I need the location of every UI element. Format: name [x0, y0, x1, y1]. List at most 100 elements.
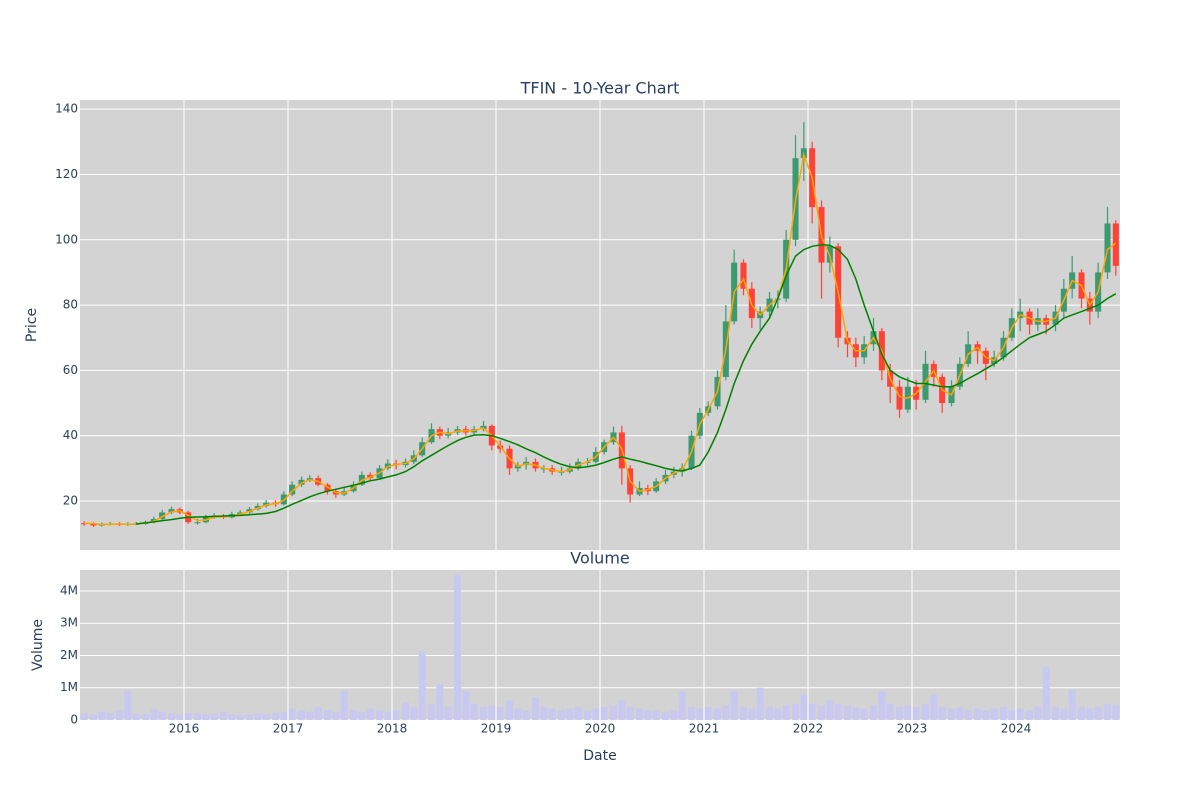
volume-bar [470, 703, 478, 720]
volume-bar [488, 705, 496, 720]
x-tick-label: 2021 [689, 722, 720, 736]
volume-bar [714, 708, 721, 720]
volume-bar [532, 697, 539, 720]
y-tick-label: 4M [60, 583, 78, 597]
volume-bar [236, 715, 244, 720]
volume-bar [748, 708, 756, 720]
y-tick-label: 60 [63, 363, 78, 377]
volume-axis-label: Volume [30, 619, 46, 671]
candle-body [237, 512, 244, 515]
volume-bar [262, 714, 270, 720]
y-tick-label: 80 [63, 298, 78, 312]
x-tick-label: 2022 [793, 722, 824, 736]
volume-bar [990, 708, 998, 720]
volume-bar [644, 710, 652, 720]
volume-bar [444, 707, 452, 720]
volume-bar [740, 707, 747, 720]
volume-bar [1068, 689, 1076, 720]
volume-bar [184, 712, 192, 720]
volume-bar [350, 710, 357, 720]
volume-bar [704, 707, 712, 720]
volume-bar [670, 710, 678, 720]
volume-bar [392, 710, 400, 720]
moving-average-line [84, 152, 1117, 526]
volume-bar [756, 687, 764, 720]
volume-bar [800, 694, 808, 720]
candle-body [159, 512, 166, 519]
volume-bar [298, 710, 305, 720]
volume-bar [384, 711, 392, 720]
volume-bar [376, 710, 383, 720]
x-tick-label: 2016 [169, 722, 200, 736]
volume-bar [896, 707, 903, 720]
candle-body [90, 523, 97, 526]
volume-bar [540, 707, 548, 720]
volume-bar [246, 714, 253, 720]
candle-body [289, 484, 296, 495]
volume-bar [228, 714, 236, 720]
candle-body [1104, 223, 1111, 273]
candle-body [384, 463, 391, 469]
y-tick-label: 120 [55, 167, 78, 181]
volume-bar [1104, 703, 1111, 720]
candle-body [324, 484, 331, 492]
volume-bar [194, 713, 201, 720]
volume-bar [202, 714, 210, 720]
y-tick-label: 100 [55, 232, 78, 246]
volume-bar [574, 707, 582, 720]
volume-bar [454, 574, 461, 720]
volume-bar [912, 707, 920, 720]
volume-bar [98, 711, 106, 720]
y-tick-label: 2M [60, 648, 78, 662]
volume-bar [428, 703, 435, 720]
volume-bar [766, 707, 773, 720]
volume-bar [930, 694, 938, 720]
x-tick-label: 2019 [481, 722, 512, 736]
y-tick-label: 140 [55, 102, 78, 116]
volume-bar [280, 711, 288, 720]
volume-bar [462, 690, 470, 720]
volume-bar [142, 714, 149, 720]
volume-bar [948, 708, 955, 720]
volume-bar [652, 710, 660, 720]
volume-bar [436, 684, 444, 720]
volume-bar [1078, 707, 1085, 720]
volume-bar [1052, 707, 1059, 720]
volume-bar [522, 710, 530, 720]
volume-bar [150, 708, 158, 720]
x-tick-label: 2024 [1001, 722, 1032, 736]
volume-bar [324, 710, 331, 720]
volume-bar [124, 690, 132, 720]
candle-body [306, 478, 313, 480]
candle-body [298, 479, 305, 485]
volume-bar [496, 707, 504, 720]
volume-bar [158, 711, 166, 720]
volume-bar [860, 708, 868, 720]
volume-bar [922, 703, 929, 720]
volume-bar [618, 700, 626, 720]
volume-bar [870, 705, 877, 720]
volume-bar [792, 703, 799, 720]
volume-bar [176, 714, 184, 720]
volume-bar [548, 708, 556, 720]
volume-bar [80, 713, 88, 720]
x-tick-label: 2023 [897, 722, 928, 736]
volume-bar [662, 711, 669, 720]
volume-bar [974, 708, 981, 720]
x-tick-label: 2017 [273, 722, 304, 736]
volume-bar [1016, 708, 1024, 720]
volume-bar [730, 690, 738, 720]
volume-bar [106, 712, 114, 720]
volume-bar [210, 713, 218, 720]
x-axis-label: Date [583, 748, 616, 764]
volume-bar [956, 707, 964, 720]
volume-bar [592, 708, 600, 720]
volume-bar [600, 707, 608, 720]
volume-bar [1000, 707, 1007, 720]
candle-body [194, 522, 201, 524]
volume-bar [982, 710, 990, 720]
volume-bar [722, 705, 730, 720]
moving-average-line [136, 243, 1117, 525]
volume-bar [288, 708, 296, 720]
